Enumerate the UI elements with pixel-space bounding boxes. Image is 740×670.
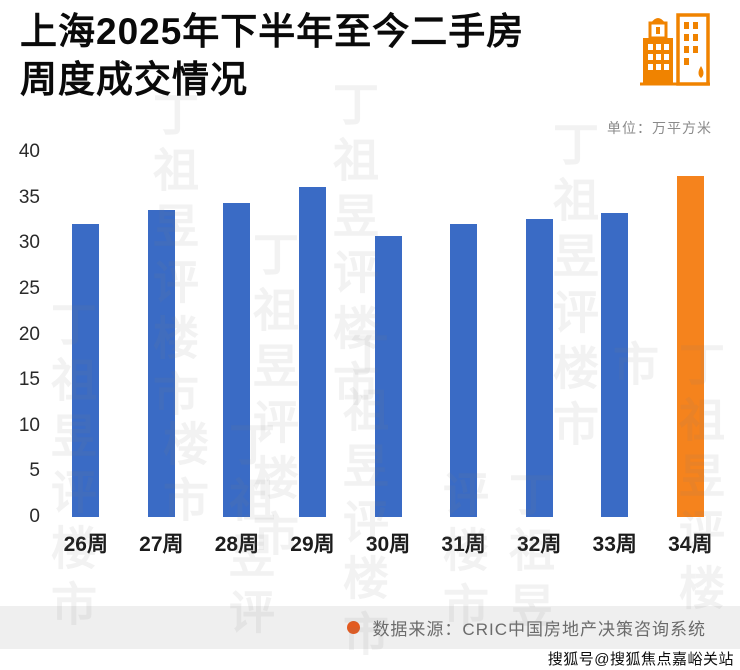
x-tick-label: 28周 (214, 533, 260, 556)
x-tick-label: 32周 (516, 533, 562, 556)
x-tick-label: 34周 (668, 533, 713, 556)
building-icon (630, 6, 718, 99)
bar-column (501, 152, 577, 517)
bar-column (199, 152, 275, 517)
bar-column (653, 152, 729, 517)
x-tick-label: 33周 (592, 533, 637, 556)
bar-26周 (72, 224, 100, 517)
bar-34周 (676, 175, 704, 517)
bar-chart: 40 35 30 25 20 15 10 5 0 (10, 141, 728, 527)
plot-area (48, 152, 728, 517)
bar-column (350, 152, 426, 517)
y-tick-label: 5 (29, 460, 40, 482)
y-tick-label: 25 (18, 277, 40, 299)
source-footer: 数据来源：CRIC中国房地产决策咨询系统 (0, 606, 740, 649)
title-line-1: 上海2025年下半年至今二手房 (20, 11, 525, 52)
y-tick-label: 15 (18, 369, 40, 391)
bar-column (275, 152, 351, 517)
y-tick-label: 10 (18, 414, 40, 436)
bar-32周 (525, 218, 553, 517)
unit-label: 单位：万平方米 (607, 120, 712, 136)
x-tick-label: 30周 (365, 533, 411, 556)
y-tick-label: 20 (18, 323, 40, 345)
sohu-watermark: 搜狐号@搜狐焦点嘉峪关站 (547, 651, 734, 668)
bullet-icon (347, 621, 361, 634)
x-tick-label: 29周 (290, 533, 335, 556)
y-tick-label: 30 (18, 232, 40, 254)
building-icon-graphic (640, 13, 710, 86)
x-tick-label: 26周 (63, 533, 108, 556)
bar-column (577, 152, 653, 517)
bar-33周 (601, 213, 629, 517)
bar-27周 (147, 210, 175, 517)
bar-column (426, 152, 502, 517)
bar-30周 (374, 235, 402, 517)
y-axis: 40 35 30 25 20 15 10 5 0 (10, 141, 48, 527)
bar-28周 (223, 203, 251, 517)
page-title: 上海2025年下半年至今二手房 周度成交情况 (20, 8, 524, 104)
bar-31周 (450, 224, 478, 517)
source-text: 数据来源：CRIC中国房地产决策咨询系统 (372, 620, 706, 639)
x-tick-label: 31周 (441, 533, 486, 556)
y-tick-label: 0 (29, 506, 40, 527)
title-line-2: 周度成交情况 (20, 59, 248, 101)
x-tick-label: 27周 (139, 533, 184, 556)
bar-29周 (298, 186, 326, 517)
bar-column (124, 152, 200, 517)
y-tick-label: 40 (18, 141, 40, 162)
y-tick-label: 35 (18, 186, 40, 208)
bar-column (48, 152, 124, 517)
x-axis: 26周 27周 28周 29周 30周 31周 32周 33周 34周 (48, 528, 728, 558)
